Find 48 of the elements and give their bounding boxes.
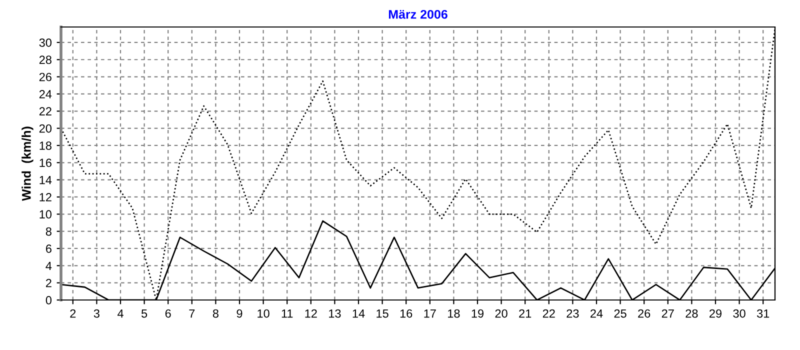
x-tick-label: 21: [519, 309, 532, 318]
x-tick-label: 13: [329, 309, 341, 318]
x-tick-label: 3: [94, 309, 100, 318]
x-tick-label: 31: [756, 309, 770, 318]
y-tick-label: 28: [39, 56, 52, 64]
x-tick-label: 11: [282, 309, 293, 318]
x-tick-label: 16: [400, 309, 412, 318]
x-tick-label: 30: [733, 309, 746, 318]
y-tick-label: 30: [39, 38, 52, 47]
y-tick-label: 2: [46, 278, 52, 288]
y-tick-label: 0: [46, 296, 52, 304]
y-tick-label: 4: [46, 262, 52, 270]
x-tick-label: 15: [376, 309, 388, 318]
y-tick-label: 24: [39, 90, 52, 98]
x-tick-label: 26: [638, 309, 650, 318]
x-tick-label: 29: [710, 309, 722, 318]
x-tick-label: 5: [141, 309, 148, 318]
y-tick-label: 16: [40, 158, 52, 168]
x-tick-label: 23: [566, 309, 579, 318]
y-tick-label: 20: [39, 124, 52, 133]
y-tick-label: 12: [40, 193, 52, 202]
x-tick-label: 9: [236, 309, 242, 318]
y-tick-label: 8: [46, 227, 52, 236]
x-tick-label: 22: [542, 309, 555, 318]
x-tick-label: 4: [117, 309, 124, 318]
x-tick-label: 24: [590, 309, 603, 318]
x-tick-label: 7: [189, 309, 195, 318]
x-tick-label: 25: [614, 309, 626, 318]
x-tick-label: 28: [686, 309, 698, 318]
y-tick-label: 22: [39, 107, 52, 116]
x-tick-label: 12: [305, 309, 317, 318]
y-tick-label: 26: [39, 72, 52, 82]
y-axis-title: Wind (km/h): [22, 126, 34, 201]
x-tick-label: 20: [495, 309, 508, 318]
x-tick-label: 10: [258, 309, 270, 318]
x-tick-label: 19: [472, 309, 484, 318]
x-tick-label: 27: [662, 309, 674, 318]
chart-title: März 2006: [388, 10, 448, 19]
x-tick-label: 14: [352, 309, 365, 318]
y-tick-label: 6: [46, 244, 52, 253]
y-tick-label: 14: [40, 176, 52, 184]
x-tick-label: 8: [212, 309, 218, 318]
y-tick-label: 10: [40, 210, 52, 219]
x-tick-label: 6: [165, 309, 171, 318]
x-tick-label: 17: [424, 309, 436, 318]
y-tick-label: 18: [40, 142, 52, 150]
x-tick-label: 2: [70, 309, 76, 318]
x-tick-label: 18: [448, 309, 460, 318]
